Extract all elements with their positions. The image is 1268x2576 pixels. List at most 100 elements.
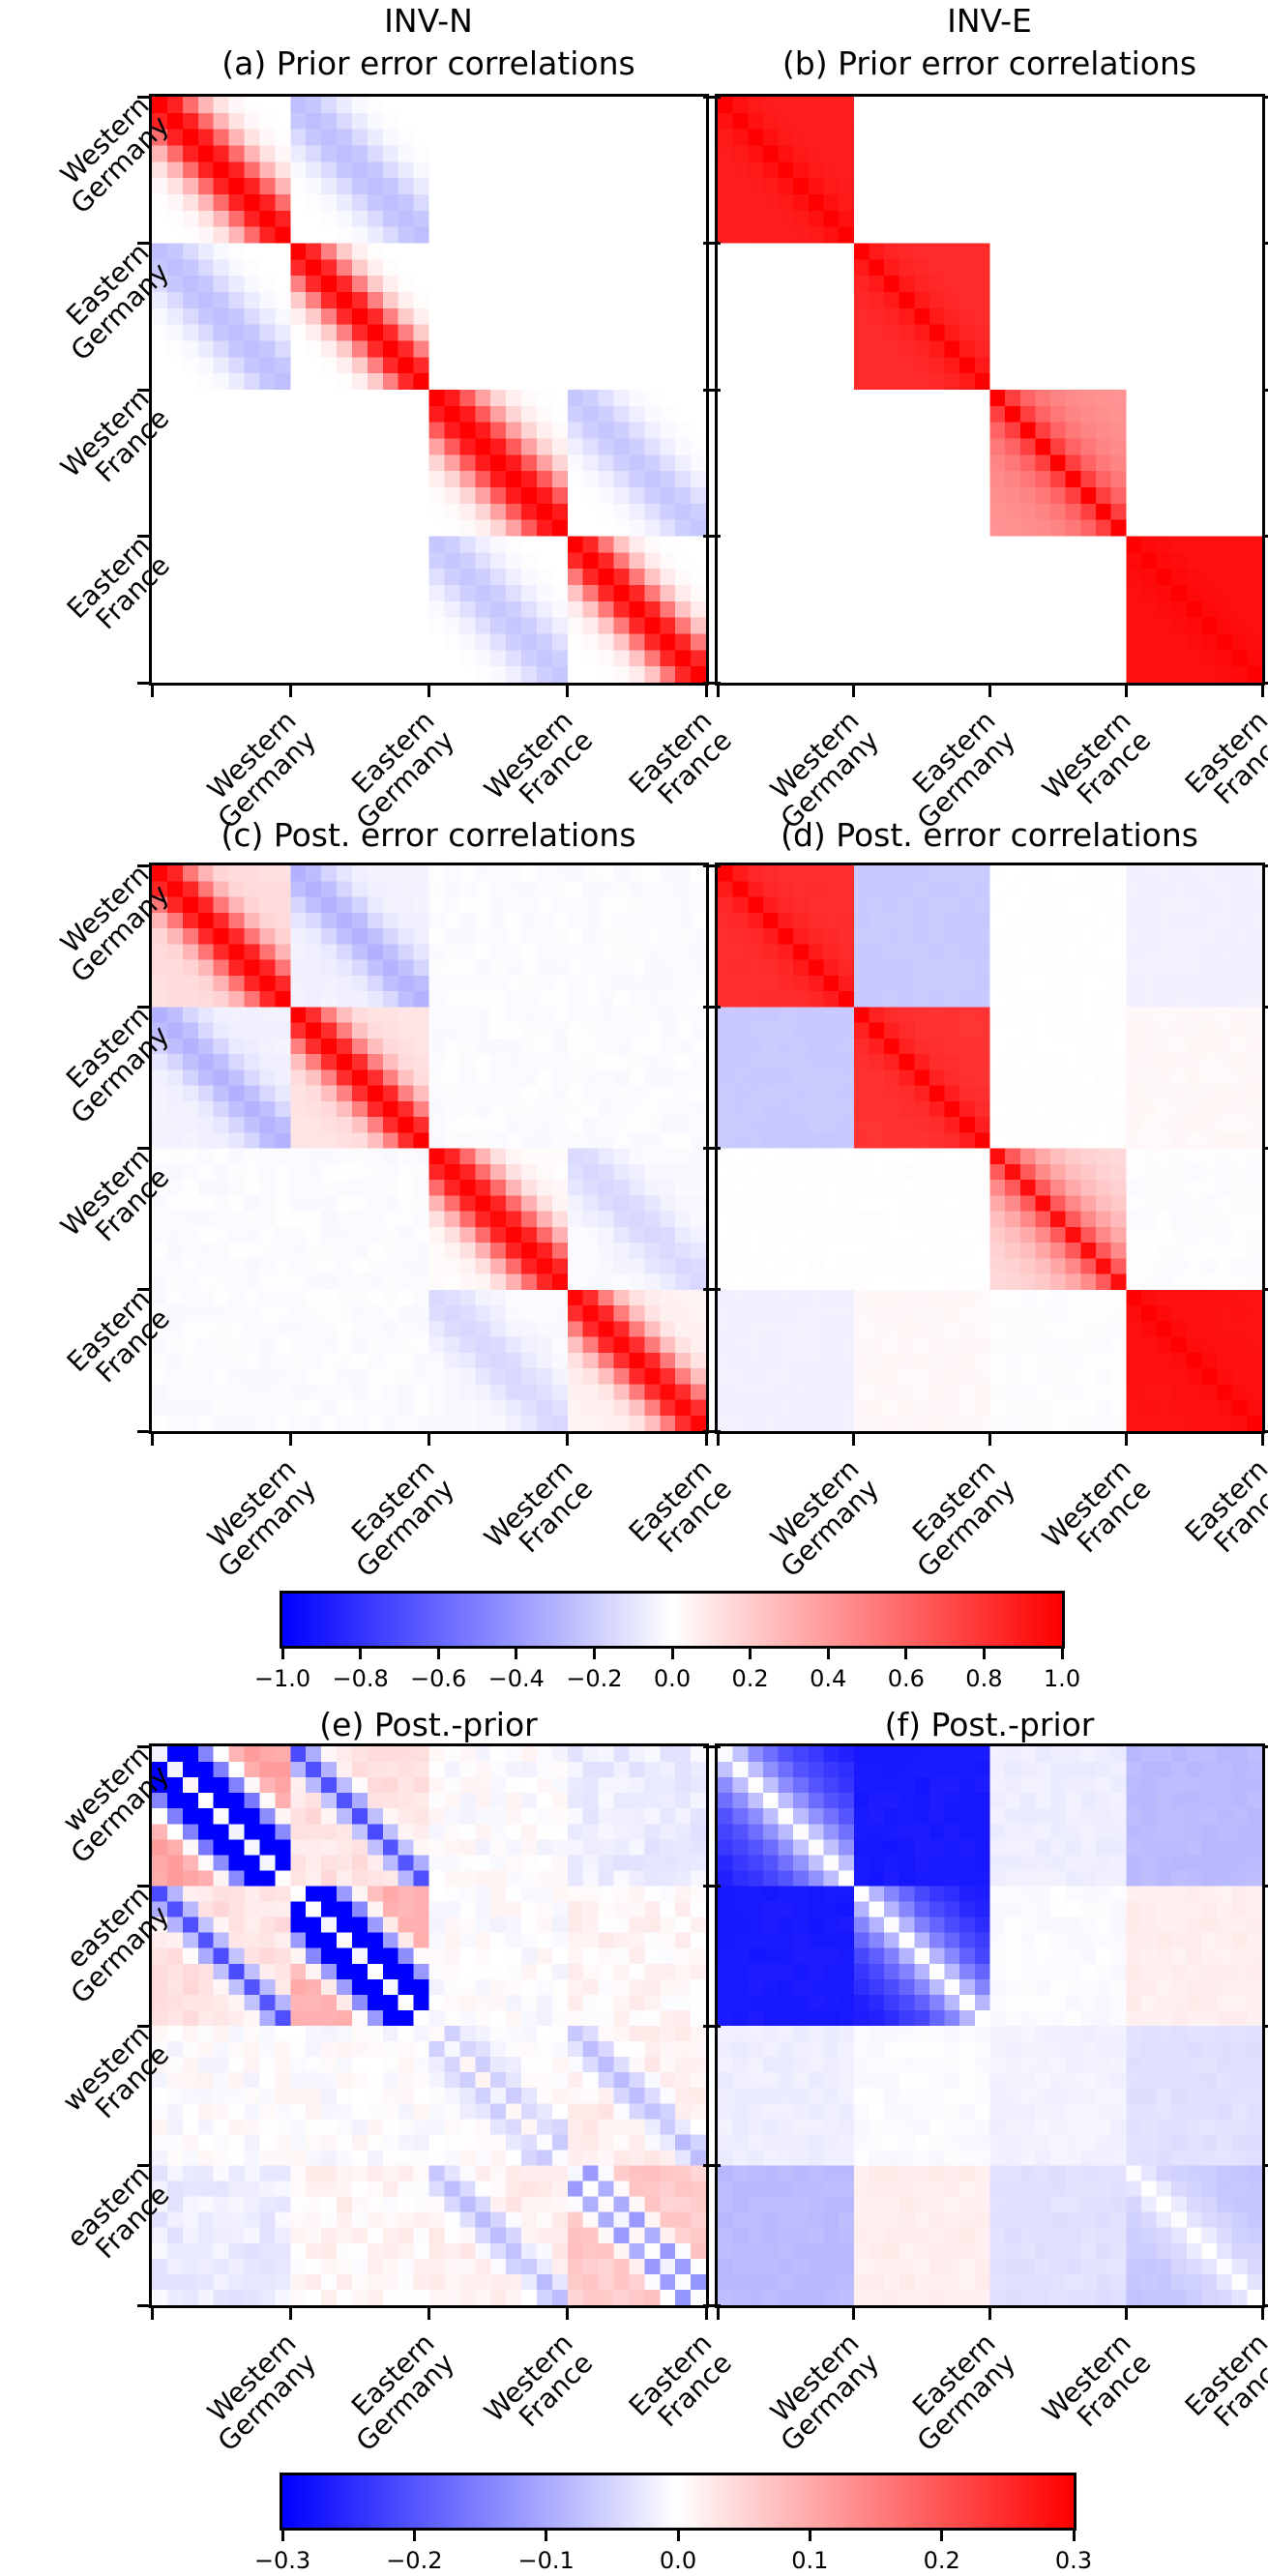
axis-tick-left	[137, 1429, 149, 1433]
colorbar-tick-label: −0.6	[410, 1665, 467, 1692]
colorbar-tick-label: 0.3	[1054, 2547, 1093, 2574]
axis-tick-bottom	[988, 2308, 991, 2320]
axis-tick-right	[1265, 681, 1268, 685]
axis-tick-bottom	[852, 686, 856, 697]
colorbar-difference	[280, 2473, 1076, 2531]
axis-tick-left	[703, 1744, 715, 1748]
x-tick-label: Eastern Germany	[344, 704, 461, 835]
axis-tick-right	[709, 242, 721, 245]
axis-tick-left	[137, 2303, 149, 2307]
axis-tick-bottom	[852, 2308, 856, 2320]
axis-tick-bottom	[1260, 1434, 1264, 1446]
axis-tick-right	[1265, 242, 1268, 245]
axis-tick-left	[137, 2164, 149, 2167]
axis-tick-left	[137, 1885, 149, 1888]
panel-title-c: (c) Post. error correlations	[221, 816, 636, 854]
axis-tick-right	[1265, 2164, 1268, 2167]
axis-tick-right	[709, 681, 721, 685]
colorbar-tick	[412, 2531, 416, 2541]
x-tick-label: Eastern France	[1178, 1452, 1268, 1560]
x-tick-label: Eastern Germany	[905, 2327, 1022, 2458]
axis-tick-bottom	[704, 1434, 708, 1446]
colorbar-tick-label: 0.0	[653, 1665, 692, 1692]
axis-tick-left	[703, 535, 715, 538]
axis-tick-left	[703, 2024, 715, 2028]
axis-tick-right	[709, 1288, 721, 1292]
axis-tick-right	[1265, 1744, 1268, 1748]
axis-tick-bottom	[1124, 2308, 1128, 2320]
axis-tick-left	[703, 242, 715, 245]
colorbar-tick-label: 0.1	[791, 2547, 829, 2574]
colorbar-tick-label: −0.4	[487, 1665, 545, 1692]
axis-tick-right	[709, 2303, 721, 2307]
colorbar-tick	[515, 1649, 518, 1659]
axis-tick-bottom	[428, 2308, 430, 2320]
colorbar-tick-label: −0.1	[517, 2547, 575, 2574]
axis-tick-left	[137, 1288, 149, 1292]
axis-tick-bottom	[1260, 686, 1264, 697]
axis-tick-bottom	[428, 686, 430, 697]
x-tick-label: Eastern France	[622, 2327, 738, 2434]
x-tick-label: Western France	[1036, 1452, 1158, 1560]
axis-tick-right	[1265, 2303, 1268, 2307]
axis-tick-right	[709, 388, 721, 392]
x-tick-label: Western Germany	[200, 704, 322, 835]
colorbar-tick	[436, 1649, 440, 1659]
x-tick-label: Eastern Germany	[905, 704, 1022, 835]
axis-tick-bottom	[988, 1434, 991, 1446]
axis-tick-left	[703, 864, 715, 867]
axis-tick-bottom	[428, 1434, 430, 1446]
x-tick-label: Eastern France	[1178, 2327, 1268, 2434]
axis-tick-left	[703, 2164, 715, 2167]
axis-tick-right	[709, 1147, 721, 1150]
axis-tick-bottom	[1124, 1434, 1128, 1446]
axis-tick-left	[703, 1429, 715, 1433]
panel-title-a: (a) Prior error correlations	[221, 44, 635, 82]
axis-tick-right	[1265, 2024, 1268, 2028]
axis-tick-left	[703, 2303, 715, 2307]
axis-tick-bottom	[150, 2308, 154, 2320]
x-tick-label: Eastern France	[622, 704, 738, 811]
colorbar-tick	[359, 1649, 363, 1659]
axis-tick-right	[709, 1429, 721, 1433]
heatmap-panel-d	[715, 863, 1265, 1434]
x-tick-label: Western Germany	[764, 704, 886, 835]
x-tick-label: Western France	[478, 704, 600, 811]
axis-tick-left	[703, 1288, 715, 1292]
axis-tick-right	[709, 535, 721, 538]
panel-title-e: (e) Post.-prior	[319, 1706, 538, 1743]
axis-tick-right	[709, 1744, 721, 1748]
colorbar-tick-label: 0.4	[810, 1665, 847, 1692]
axis-tick-left	[137, 1005, 149, 1009]
colorbar-tick-label: 0.0	[659, 2547, 697, 2574]
x-tick-label: Western Germany	[764, 1452, 886, 1584]
axis-tick-right	[1265, 864, 1268, 867]
heatmap-panel-a	[149, 94, 709, 686]
x-tick-label: Eastern Germany	[344, 1452, 461, 1584]
axis-tick-bottom	[150, 686, 154, 697]
axis-tick-right	[709, 864, 721, 867]
heatmap-panel-b	[715, 94, 1265, 686]
column-title-inv-e: INV-E	[947, 2, 1032, 40]
panel-title-d: (d) Post. error correlations	[781, 816, 1198, 854]
colorbar-tick-label: −0.8	[332, 1665, 389, 1692]
axis-tick-bottom	[288, 1434, 292, 1446]
x-tick-label: Western France	[1036, 704, 1158, 811]
axis-tick-left	[137, 864, 149, 867]
axis-tick-right	[709, 1005, 721, 1009]
colorbar-tick	[280, 2531, 284, 2541]
colorbar-tick-label: −1.0	[253, 1665, 311, 1692]
axis-tick-right	[1265, 1005, 1268, 1009]
axis-tick-left	[137, 1744, 149, 1748]
colorbar-tick	[808, 2531, 811, 2541]
x-tick-label: Western Germany	[200, 1452, 322, 1584]
x-tick-label: Eastern Germany	[344, 2327, 461, 2458]
axis-tick-left	[703, 1885, 715, 1888]
colorbar-tick-label: 0.2	[731, 1665, 769, 1692]
colorbar-tick-label: −0.2	[386, 2547, 443, 2574]
axis-tick-left	[703, 1147, 715, 1150]
axis-tick-left	[703, 681, 715, 685]
colorbar-tick	[545, 2531, 548, 2541]
axis-tick-right	[709, 95, 721, 99]
